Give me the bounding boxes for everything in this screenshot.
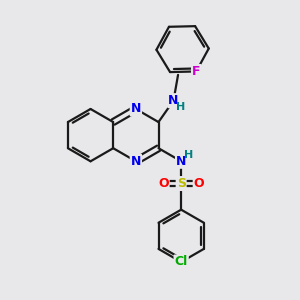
Text: Cl: Cl <box>175 256 188 268</box>
Text: N: N <box>131 155 141 168</box>
Text: H: H <box>176 102 186 112</box>
Text: N: N <box>168 94 179 107</box>
Text: O: O <box>158 177 169 190</box>
Text: H: H <box>184 150 193 160</box>
Text: O: O <box>194 177 204 190</box>
Text: S: S <box>177 177 186 190</box>
Text: F: F <box>192 65 200 78</box>
Text: N: N <box>131 103 141 116</box>
Text: N: N <box>176 155 186 168</box>
